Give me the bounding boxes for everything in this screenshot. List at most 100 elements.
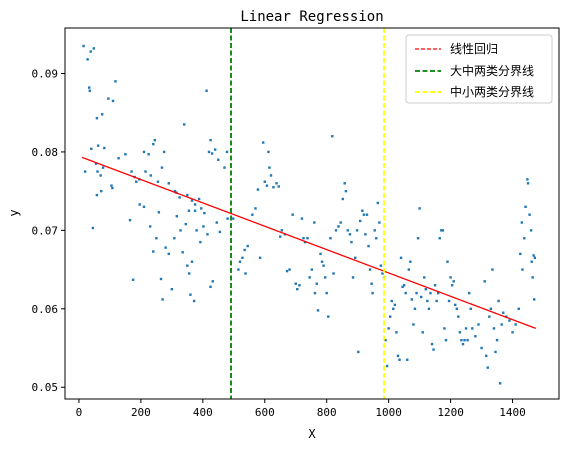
data-point bbox=[341, 197, 345, 201]
data-point bbox=[406, 358, 409, 361]
data-point bbox=[323, 276, 327, 279]
data-point bbox=[483, 280, 486, 283]
data-point bbox=[433, 284, 437, 287]
data-point bbox=[181, 251, 184, 254]
data-point bbox=[88, 89, 91, 92]
data-point bbox=[531, 276, 534, 279]
data-point bbox=[466, 338, 469, 342]
data-point bbox=[262, 141, 265, 144]
data-point bbox=[267, 150, 270, 154]
data-point bbox=[508, 319, 511, 322]
legend-box bbox=[405, 34, 553, 104]
data-point bbox=[164, 246, 167, 249]
data-point bbox=[497, 299, 500, 303]
data-point bbox=[87, 86, 91, 89]
data-point bbox=[162, 150, 166, 154]
data-point bbox=[96, 170, 99, 173]
data-point bbox=[144, 170, 147, 173]
data-point bbox=[346, 229, 349, 232]
data-point bbox=[209, 138, 212, 142]
data-point bbox=[148, 225, 152, 228]
data-point bbox=[173, 237, 176, 240]
data-point bbox=[149, 174, 152, 177]
data-point bbox=[385, 364, 389, 368]
data-point bbox=[519, 252, 522, 256]
data-point bbox=[322, 264, 325, 267]
data-point bbox=[325, 291, 328, 295]
data-point bbox=[279, 235, 282, 238]
data-point bbox=[243, 248, 246, 252]
data-point bbox=[378, 221, 381, 224]
data-point bbox=[354, 256, 357, 260]
chart-title: Linear Regression bbox=[240, 9, 383, 25]
data-point bbox=[142, 150, 146, 154]
data-point bbox=[447, 299, 451, 303]
data-point bbox=[280, 229, 283, 232]
data-point bbox=[365, 213, 369, 216]
data-point bbox=[427, 307, 431, 310]
data-point bbox=[344, 189, 348, 193]
data-point bbox=[205, 89, 208, 92]
data-point bbox=[517, 307, 520, 310]
data-point bbox=[96, 144, 100, 147]
data-point bbox=[83, 170, 87, 173]
data-point bbox=[300, 217, 304, 220]
data-point bbox=[502, 311, 505, 314]
data-point bbox=[142, 205, 146, 209]
data-point bbox=[343, 182, 346, 185]
data-point bbox=[110, 184, 113, 187]
data-point bbox=[395, 331, 398, 334]
data-point bbox=[285, 269, 289, 273]
data-point bbox=[159, 277, 163, 281]
data-point bbox=[526, 178, 529, 181]
data-point bbox=[498, 382, 502, 385]
data-point bbox=[193, 203, 197, 206]
data-point bbox=[381, 272, 384, 275]
data-point bbox=[467, 291, 471, 295]
data-point bbox=[364, 233, 367, 236]
data-point bbox=[101, 166, 105, 169]
data-point bbox=[355, 229, 359, 232]
x-tick-label: 1400 bbox=[499, 406, 526, 419]
data-point bbox=[296, 287, 299, 291]
legend-label-regression: 线性回归 bbox=[450, 42, 498, 56]
data-point bbox=[327, 315, 330, 318]
data-point bbox=[500, 323, 503, 326]
data-point bbox=[186, 193, 189, 197]
x-tick-label: 800 bbox=[317, 406, 337, 419]
data-point bbox=[332, 272, 335, 275]
data-point bbox=[410, 298, 414, 301]
data-point bbox=[424, 287, 428, 291]
data-point bbox=[111, 186, 114, 190]
data-point bbox=[291, 213, 294, 216]
data-point bbox=[532, 254, 535, 257]
data-point bbox=[90, 147, 93, 150]
data-point bbox=[231, 217, 235, 220]
y-tick-label: 0.06 bbox=[32, 303, 59, 316]
data-point bbox=[95, 117, 99, 120]
data-point bbox=[190, 260, 194, 263]
data-point bbox=[167, 252, 170, 256]
data-point bbox=[437, 291, 440, 295]
data-point bbox=[197, 197, 201, 201]
data-point bbox=[207, 150, 211, 154]
data-point bbox=[315, 282, 318, 285]
data-point bbox=[367, 244, 370, 248]
data-point bbox=[100, 189, 103, 193]
data-point bbox=[100, 113, 104, 116]
data-point bbox=[217, 158, 220, 161]
data-point bbox=[157, 211, 161, 214]
data-point bbox=[514, 323, 517, 326]
data-point bbox=[190, 199, 194, 202]
data-point bbox=[421, 331, 424, 334]
y-axis-label: y bbox=[7, 209, 21, 216]
data-point bbox=[263, 180, 266, 183]
data-point bbox=[272, 186, 275, 189]
data-point bbox=[458, 331, 462, 334]
regression-line bbox=[81, 156, 537, 330]
data-point bbox=[91, 226, 95, 230]
data-point bbox=[358, 219, 362, 223]
data-point bbox=[269, 174, 273, 177]
data-point bbox=[92, 47, 95, 50]
